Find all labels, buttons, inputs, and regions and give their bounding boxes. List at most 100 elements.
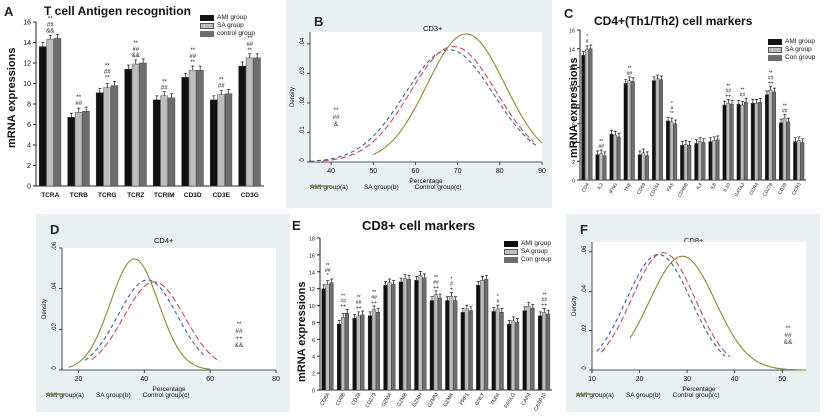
bar <box>736 103 741 181</box>
density-chart-f: 10 20 30 40 50 0 .02 .04 .06 Percentage Density **#… <box>572 242 806 393</box>
significance-mark: && <box>46 28 54 34</box>
significance-mark: & <box>334 121 339 128</box>
significance-mark: ** <box>599 139 603 145</box>
bar <box>712 140 716 181</box>
significance-mark: ++ <box>340 303 346 309</box>
significance-mark: ## <box>47 22 54 28</box>
x-tick-label: TCRB <box>70 192 88 199</box>
legend-label: SA group <box>521 248 548 255</box>
legend-swatch <box>504 249 518 255</box>
bar <box>613 134 617 181</box>
bar <box>460 312 465 391</box>
bar <box>464 308 469 391</box>
y-tick-label: 0 <box>300 158 306 162</box>
bar <box>609 133 614 181</box>
x-tick-label: 90 <box>538 168 546 175</box>
bar <box>356 315 361 391</box>
y-axis-label: Density <box>572 296 578 316</box>
significance-mark: * <box>450 276 452 282</box>
significance-mark: ## <box>75 101 82 107</box>
x-tick-label: GZMA <box>381 392 394 408</box>
bar <box>715 139 720 181</box>
significance-mark: ** <box>726 83 730 89</box>
legend-line <box>310 185 332 187</box>
bar <box>124 68 132 187</box>
density-curve <box>322 45 534 162</box>
bar <box>698 141 702 181</box>
density-curve <box>91 281 221 363</box>
significance-mark: ** <box>105 75 110 81</box>
significance-mark: ++ <box>768 80 774 86</box>
panel-label: F <box>580 222 588 237</box>
bar <box>429 300 434 391</box>
bar <box>729 103 734 181</box>
bar <box>375 312 380 391</box>
panel-label: C <box>564 6 574 21</box>
x-tick-label: GZMB <box>396 392 409 408</box>
y-tick-label: 12 <box>569 66 575 72</box>
significance-mark: ** <box>740 87 744 93</box>
x-tick-label: CD4 <box>581 182 591 194</box>
significance-mark: * <box>671 101 673 107</box>
significance-mark: ## <box>332 114 340 121</box>
bar <box>82 110 90 187</box>
legend: AMI group SA group Con group <box>768 38 815 62</box>
legend-label: Control group(c) <box>142 392 190 399</box>
legend-swatch <box>504 257 518 263</box>
legend-label: AMI group(a) <box>46 392 84 399</box>
y-tick-label: 0 <box>27 184 31 191</box>
bar <box>779 122 783 181</box>
y-tick-label: 14 <box>569 47 575 53</box>
x-tick-label: CD28 <box>777 182 788 196</box>
x-tick-label: IL6 <box>709 182 718 191</box>
plot-area <box>62 248 276 370</box>
significance-mark: ** <box>783 103 787 109</box>
legend-swatch <box>768 47 782 53</box>
bar <box>522 310 527 391</box>
density-curve <box>596 253 726 357</box>
legend-label: Con group <box>785 54 816 61</box>
significance-mark: ++ <box>725 93 731 99</box>
significance-mark: + <box>450 286 453 292</box>
bar <box>468 310 473 391</box>
legend-label: Con group <box>521 256 552 263</box>
bar <box>402 278 407 391</box>
density-curve <box>373 33 543 156</box>
significance-mark: ++ <box>541 303 547 309</box>
bar <box>491 311 496 391</box>
significance-mark: ** <box>190 48 195 54</box>
y-tick-label: .02 <box>52 323 58 332</box>
x-tick-label: CD69 <box>636 182 647 196</box>
bar <box>371 309 376 391</box>
bar <box>321 288 326 391</box>
x-tick-label: 40 <box>140 376 148 383</box>
legend-label: control group <box>217 30 255 37</box>
x-axis-label: Percentage <box>682 386 716 393</box>
bar <box>538 315 543 391</box>
bar <box>507 323 512 391</box>
significance-mark: ## <box>189 54 196 60</box>
bar <box>768 89 773 181</box>
panel-e: E CD8+ cell markers mRNA expressions AMI… <box>290 214 560 417</box>
bar <box>754 102 759 181</box>
bar <box>796 140 801 181</box>
significance-mark: ## <box>541 298 547 304</box>
bar <box>627 80 632 181</box>
legend-item: Control group(c) <box>46 392 190 399</box>
legend-item: AMI group <box>768 38 815 46</box>
bar <box>701 142 706 181</box>
bar <box>722 104 727 181</box>
significance-mark: ## <box>218 84 225 90</box>
significance-mark: # <box>586 39 589 45</box>
bar <box>391 284 396 391</box>
x-tick-label: IL10 <box>722 182 732 193</box>
bar <box>659 79 663 181</box>
bar <box>139 62 147 187</box>
y-tick-label: 18 <box>309 237 315 243</box>
legend-label: SA group <box>217 22 244 29</box>
y-tick-label: 0 <box>312 389 315 395</box>
bar-chart-e: 024681012141618CD8A**##*CD8B**##++CD28**… <box>309 237 552 412</box>
y-tick-label: 4 <box>27 143 31 150</box>
bar <box>453 300 458 391</box>
